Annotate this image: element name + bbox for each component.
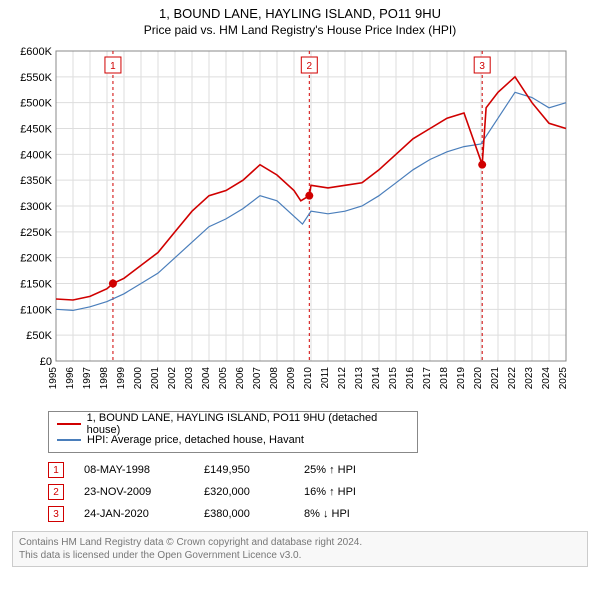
svg-text:2022: 2022 (507, 367, 518, 390)
transaction-marker: 3 (48, 506, 64, 522)
svg-text:£550K: £550K (20, 72, 52, 84)
svg-text:3: 3 (479, 61, 485, 72)
svg-text:2025: 2025 (558, 367, 569, 390)
svg-text:2018: 2018 (439, 367, 450, 390)
svg-text:£250K: £250K (20, 227, 52, 239)
svg-text:2002: 2002 (167, 367, 178, 390)
svg-text:£300K: £300K (20, 201, 52, 213)
svg-text:1999: 1999 (116, 367, 127, 390)
svg-text:1995: 1995 (48, 367, 59, 390)
transaction-price: £149,950 (204, 464, 284, 476)
legend-item: 1, BOUND LANE, HAYLING ISLAND, PO11 9HU … (57, 416, 409, 432)
svg-text:£150K: £150K (20, 279, 52, 291)
svg-text:1996: 1996 (65, 367, 76, 390)
footer-line: This data is licensed under the Open Gov… (19, 549, 581, 562)
svg-text:1997: 1997 (82, 367, 93, 390)
svg-text:2003: 2003 (184, 367, 195, 390)
svg-text:£350K: £350K (20, 175, 52, 187)
svg-text:2008: 2008 (269, 367, 280, 390)
svg-text:2000: 2000 (133, 367, 144, 390)
svg-text:2010: 2010 (303, 367, 314, 390)
svg-text:2001: 2001 (150, 367, 161, 390)
legend-label: 1, BOUND LANE, HAYLING ISLAND, PO11 9HU … (87, 412, 409, 436)
svg-text:£200K: £200K (20, 253, 52, 265)
svg-text:2011: 2011 (320, 367, 331, 389)
transaction-date: 23-NOV-2009 (84, 486, 184, 498)
transaction-price: £320,000 (204, 486, 284, 498)
svg-text:2012: 2012 (337, 367, 348, 390)
svg-text:2020: 2020 (473, 367, 484, 390)
svg-text:2023: 2023 (524, 367, 535, 390)
svg-text:£400K: £400K (20, 149, 52, 161)
transaction-date: 24-JAN-2020 (84, 508, 184, 520)
legend-swatch (57, 439, 81, 441)
chart-title: 1, BOUND LANE, HAYLING ISLAND, PO11 9HU (0, 6, 600, 21)
transaction-marker: 2 (48, 484, 64, 500)
footer-attribution: Contains HM Land Registry data © Crown c… (12, 531, 588, 567)
svg-text:2013: 2013 (354, 367, 365, 390)
legend: 1, BOUND LANE, HAYLING ISLAND, PO11 9HU … (48, 411, 418, 453)
svg-text:2024: 2024 (541, 367, 552, 390)
svg-text:£0: £0 (40, 356, 52, 368)
line-chart: £0 £50K £100K £150K £200K £250K £300K £350K £400… (8, 43, 578, 403)
svg-text:2009: 2009 (286, 367, 297, 390)
svg-text:2006: 2006 (235, 367, 246, 390)
svg-text:£450K: £450K (20, 124, 52, 136)
transaction-hpi: 8% ↓ HPI (304, 508, 404, 520)
svg-text:2005: 2005 (218, 367, 229, 390)
transaction-table: 1 08-MAY-1998 £149,950 25% ↑ HPI 2 23-NO… (48, 459, 588, 525)
svg-text:2015: 2015 (388, 367, 399, 390)
transaction-price: £380,000 (204, 508, 284, 520)
svg-text:£100K: £100K (20, 304, 52, 316)
table-row: 1 08-MAY-1998 £149,950 25% ↑ HPI (48, 459, 588, 481)
svg-text:1: 1 (110, 61, 116, 72)
legend-label: HPI: Average price, detached house, Hava… (87, 434, 304, 446)
footer-line: Contains HM Land Registry data © Crown c… (19, 536, 581, 549)
svg-text:£50K: £50K (26, 330, 52, 342)
transaction-hpi: 16% ↑ HPI (304, 486, 404, 498)
svg-text:2016: 2016 (405, 367, 416, 390)
svg-text:2004: 2004 (201, 367, 212, 390)
table-row: 3 24-JAN-2020 £380,000 8% ↓ HPI (48, 503, 588, 525)
transaction-hpi: 25% ↑ HPI (304, 464, 404, 476)
svg-text:2019: 2019 (456, 367, 467, 390)
chart-subtitle: Price paid vs. HM Land Registry's House … (0, 23, 600, 37)
table-row: 2 23-NOV-2009 £320,000 16% ↑ HPI (48, 481, 588, 503)
svg-text:2017: 2017 (422, 367, 433, 390)
chart-area: £0 £50K £100K £150K £200K £250K £300K £350K £400… (8, 43, 578, 403)
svg-text:£600K: £600K (20, 46, 52, 58)
svg-text:2: 2 (307, 61, 313, 72)
svg-text:£500K: £500K (20, 98, 52, 110)
svg-text:2014: 2014 (371, 367, 382, 390)
transaction-marker: 1 (48, 462, 64, 478)
svg-text:1998: 1998 (99, 367, 110, 390)
svg-text:2007: 2007 (252, 367, 263, 390)
transaction-date: 08-MAY-1998 (84, 464, 184, 476)
legend-swatch (57, 423, 81, 425)
svg-text:2021: 2021 (490, 367, 501, 390)
